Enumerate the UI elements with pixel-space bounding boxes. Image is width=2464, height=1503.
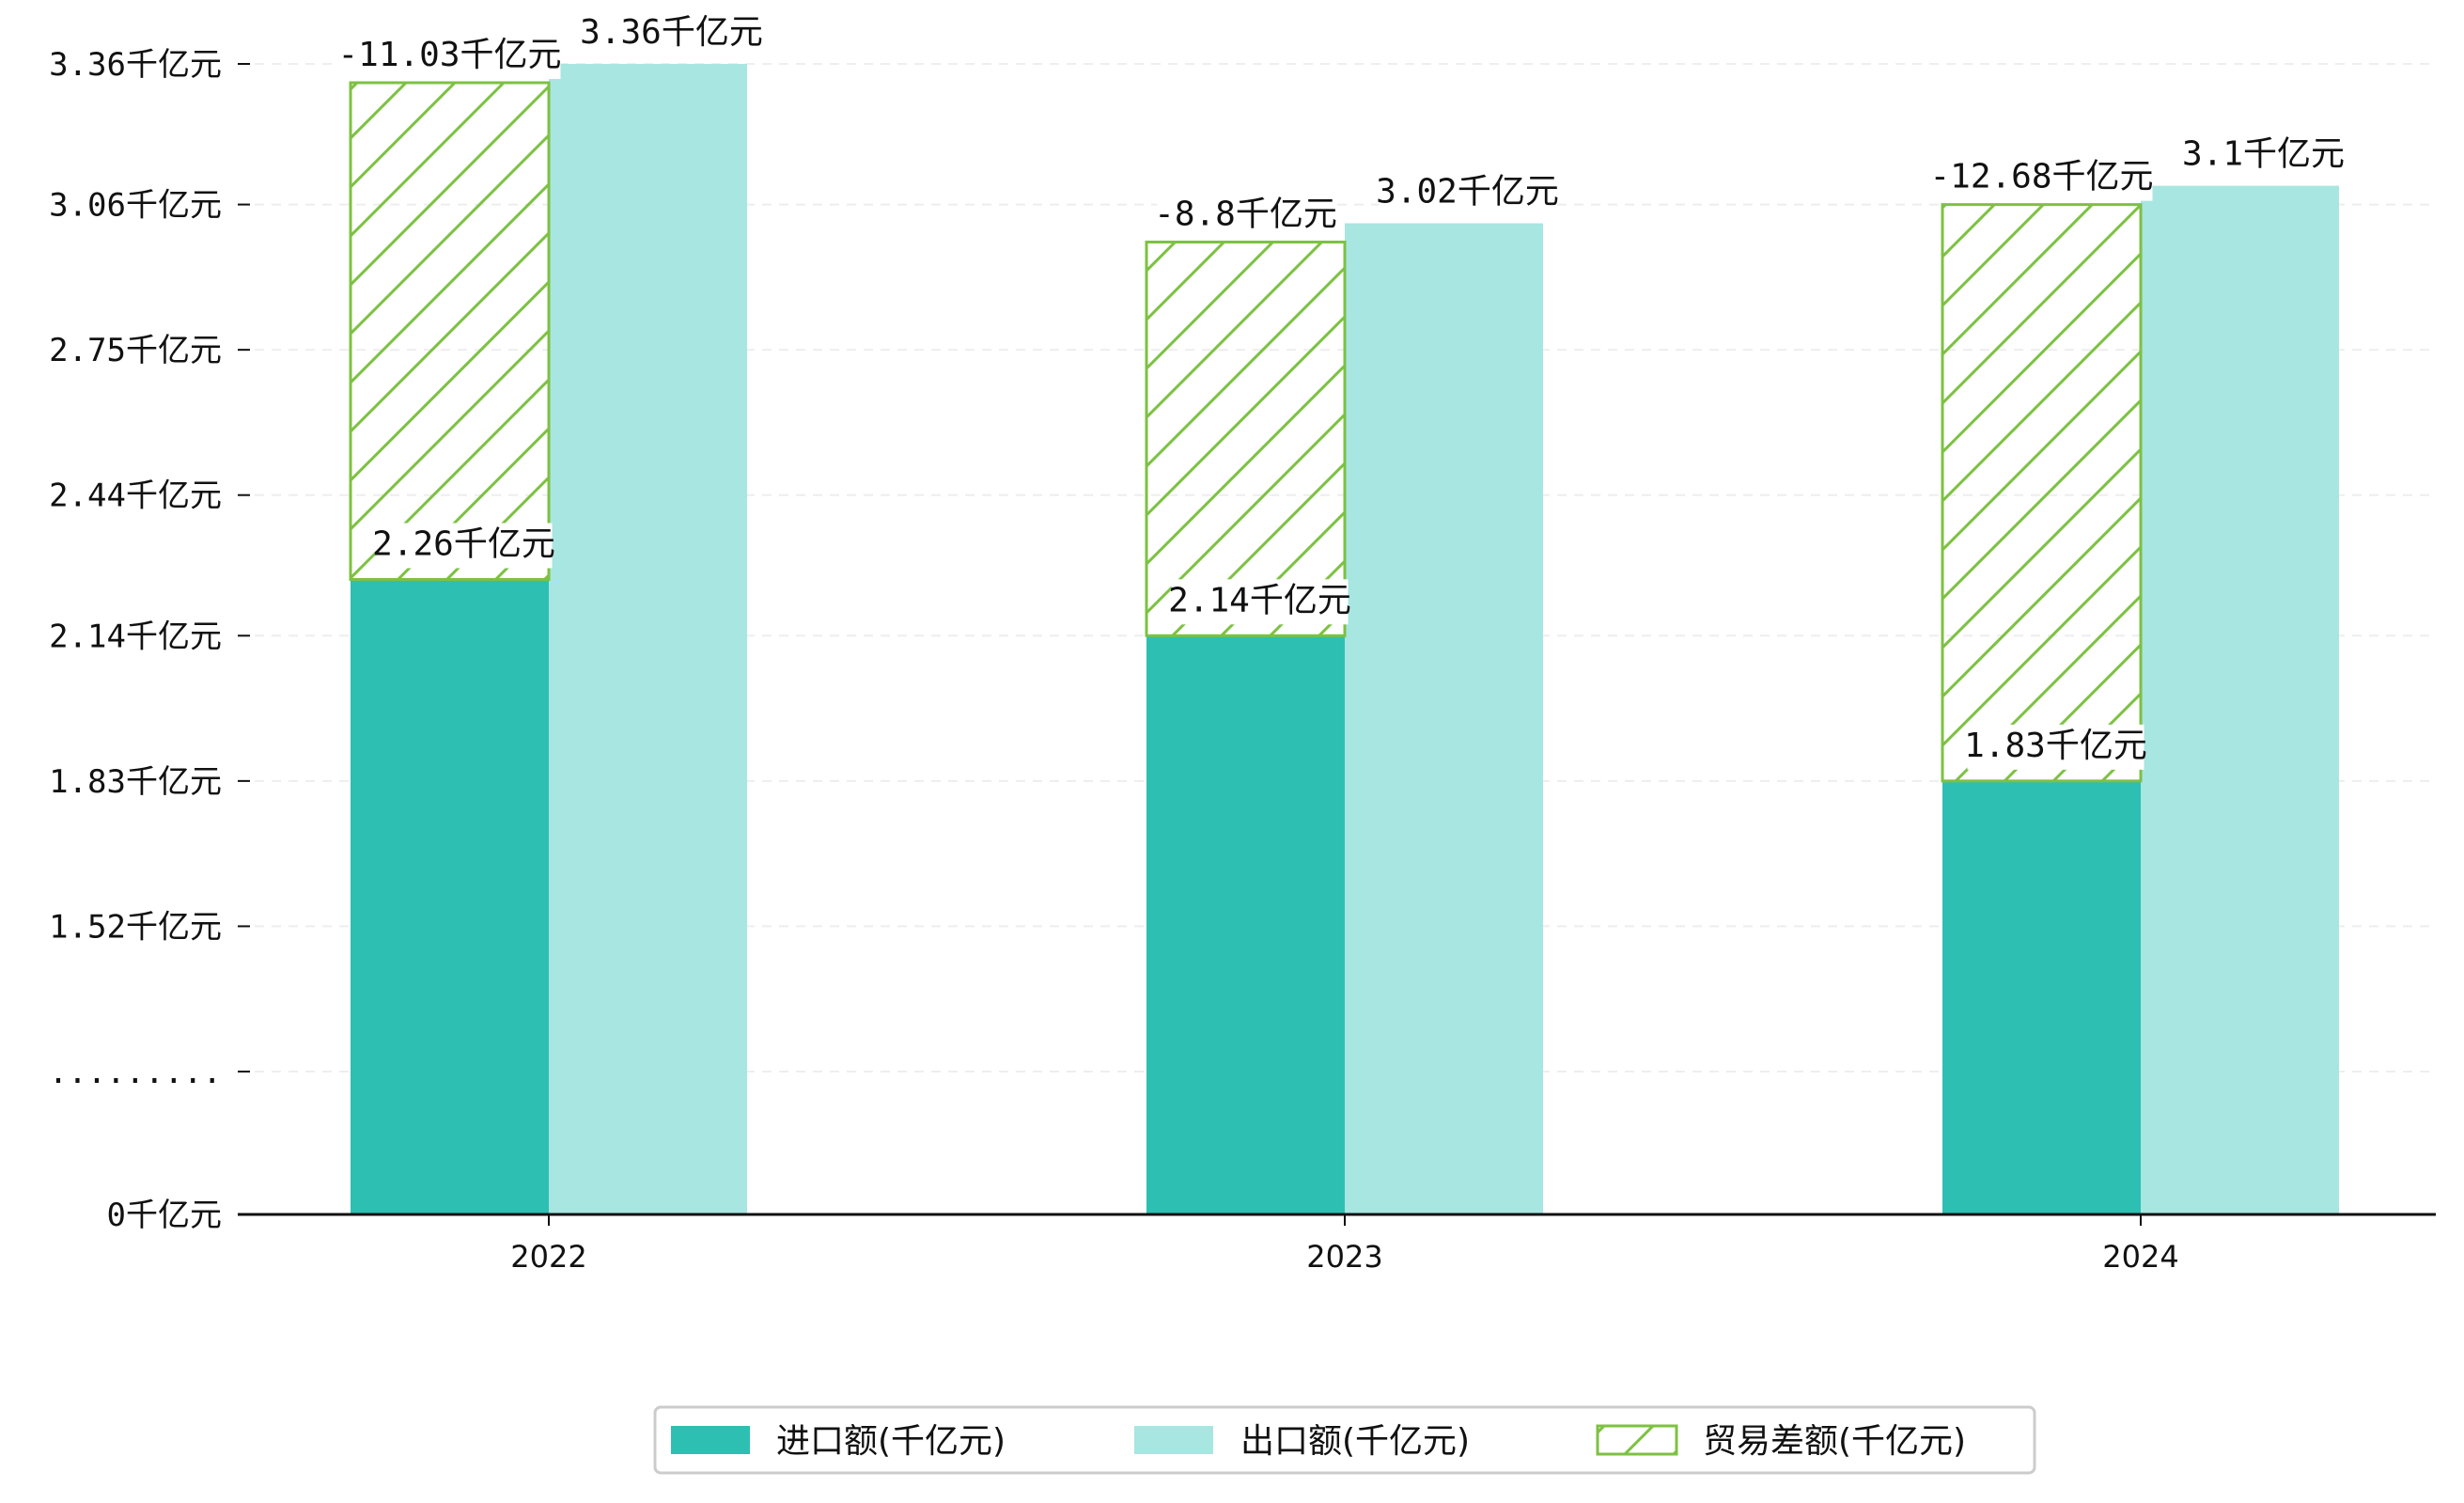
- x-tick-label: 2023: [1306, 1239, 1382, 1275]
- legend: 进口额(千亿元) 出口额(千亿元) 贸易差额(千亿元): [653, 1405, 2036, 1475]
- y-tick-label: 1.52千亿元: [49, 908, 222, 946]
- import-bar: [1942, 780, 2141, 1214]
- import-data-label-bg: [1967, 724, 2144, 770]
- x-tick-label: 2022: [510, 1239, 586, 1275]
- legend-balance-swatch: [1596, 1424, 1678, 1456]
- export-data-label-bg: [583, 11, 760, 56]
- y-tick-label: 2.14千亿元: [49, 618, 222, 655]
- import-bar: [1146, 635, 1345, 1214]
- y-tick-label: 3.36千亿元: [49, 46, 222, 84]
- export-bar: [1345, 223, 1543, 1214]
- balance-data-label-bg: [1157, 193, 1334, 239]
- x-tick-label: 2024: [2102, 1239, 2178, 1275]
- export-data-label-bg: [2186, 133, 2341, 179]
- export-data-label: 3.1千亿元: [2182, 135, 2345, 174]
- balance-data-label: -12.68千亿元: [1929, 158, 2153, 196]
- import-data-label-bg: [1171, 579, 1349, 625]
- y-tick-label: 0千亿元: [107, 1197, 222, 1234]
- trade-balance-bar: [1941, 203, 2143, 783]
- y-tick-label: 1.83千亿元: [49, 763, 222, 801]
- import-data-label: 1.83千亿元: [1964, 727, 2147, 765]
- export-data-label-bg: [1379, 170, 1556, 216]
- import-data-label-bg: [375, 523, 553, 569]
- y-tick-label: 2.44千亿元: [49, 478, 222, 515]
- balance-data-label-bg: [338, 34, 561, 79]
- balance-data-label-bg: [1930, 155, 2153, 201]
- import-bar: [351, 579, 549, 1214]
- balance-data-label: -11.03千亿元: [337, 36, 561, 74]
- axes: 0千亿元......... 1.52千亿元 1.83千亿元 2.14千亿元 2.44千亿…: [49, 46, 2436, 1275]
- legend-export-swatch: [1134, 1426, 1213, 1454]
- y-tick-label: .........: [49, 1054, 222, 1091]
- legend-import-swatch: [671, 1426, 750, 1454]
- bars: [349, 64, 2339, 1214]
- balance-data-label: -8.8千亿元: [1154, 196, 1337, 234]
- y-tick-label: 2.75千亿元: [49, 332, 222, 369]
- legend-balance-label: 贸易差额(千亿元): [1703, 1422, 1966, 1461]
- export-data-label: 3.02千亿元: [1376, 173, 1559, 211]
- export-data-label: 3.36千亿元: [580, 13, 763, 52]
- export-bar: [549, 64, 747, 1214]
- export-bar: [2141, 185, 2339, 1214]
- trade-balance-bar: [1145, 241, 1347, 637]
- legend-export-label: 出口额(千亿元): [1240, 1422, 1470, 1461]
- trade-balance-bar: [349, 81, 551, 581]
- legend-import-label: 进口额(千亿元): [776, 1422, 1006, 1461]
- data-labels: 3.36千亿元 -11.03千亿元 2.26千亿元 3.02千亿元 -8.8千亿元 2.1…: [337, 11, 2345, 770]
- legend-frame: [653, 1405, 2036, 1475]
- import-data-label: 2.14千亿元: [1168, 581, 1351, 619]
- import-data-label: 2.26千亿元: [372, 524, 555, 563]
- y-tick-label: 3.06千亿元: [49, 187, 222, 225]
